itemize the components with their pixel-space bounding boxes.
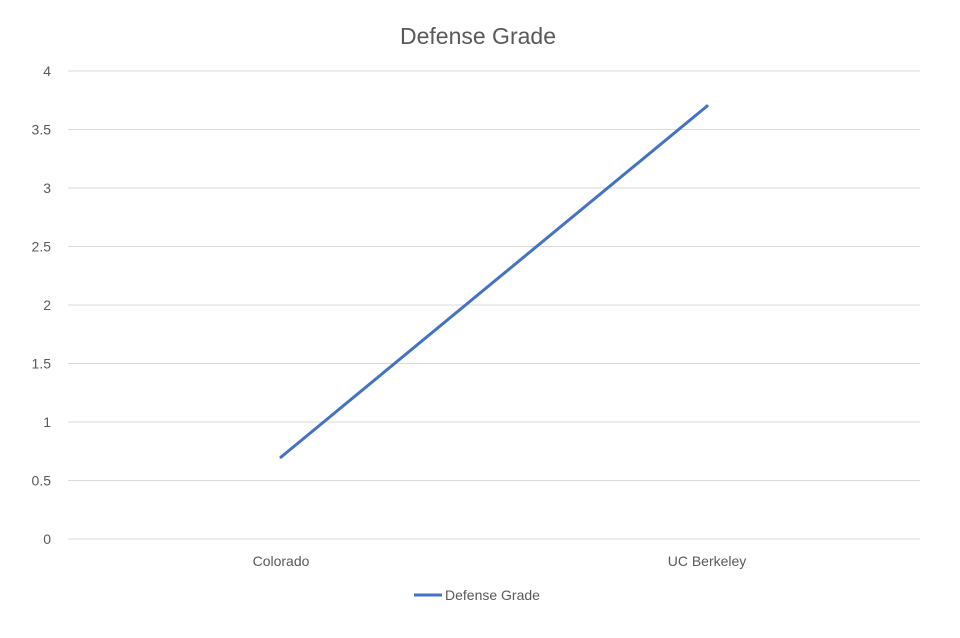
- y-tick-label: 0.5: [32, 473, 52, 489]
- gridlines: [68, 70, 920, 540]
- legend: Defense Grade: [414, 587, 540, 603]
- chart-title: Defense Grade: [400, 23, 556, 49]
- y-tick-label: 2.5: [32, 239, 52, 255]
- y-tick-label: 2: [43, 297, 51, 313]
- y-tick-label: 4: [43, 63, 51, 79]
- data-point: [279, 455, 283, 459]
- y-axis-ticks: 0 0.5 1 1.5 2 2.5 3 3.5 4: [32, 63, 52, 547]
- y-tick-label: 1.5: [32, 356, 52, 372]
- series-lines: [279, 104, 709, 459]
- y-tick-label: 0: [43, 531, 51, 547]
- legend-label: Defense Grade: [445, 587, 540, 603]
- y-tick-label: 1: [43, 414, 51, 430]
- x-axis-ticks: Colorado UC Berkeley: [253, 553, 747, 569]
- series-line: [279, 104, 709, 459]
- y-tick-label: 3.5: [32, 122, 52, 138]
- x-tick-label: Colorado: [253, 553, 310, 569]
- y-tick-label: 3: [43, 180, 51, 196]
- x-tick-label: UC Berkeley: [668, 553, 747, 569]
- data-point: [705, 104, 709, 108]
